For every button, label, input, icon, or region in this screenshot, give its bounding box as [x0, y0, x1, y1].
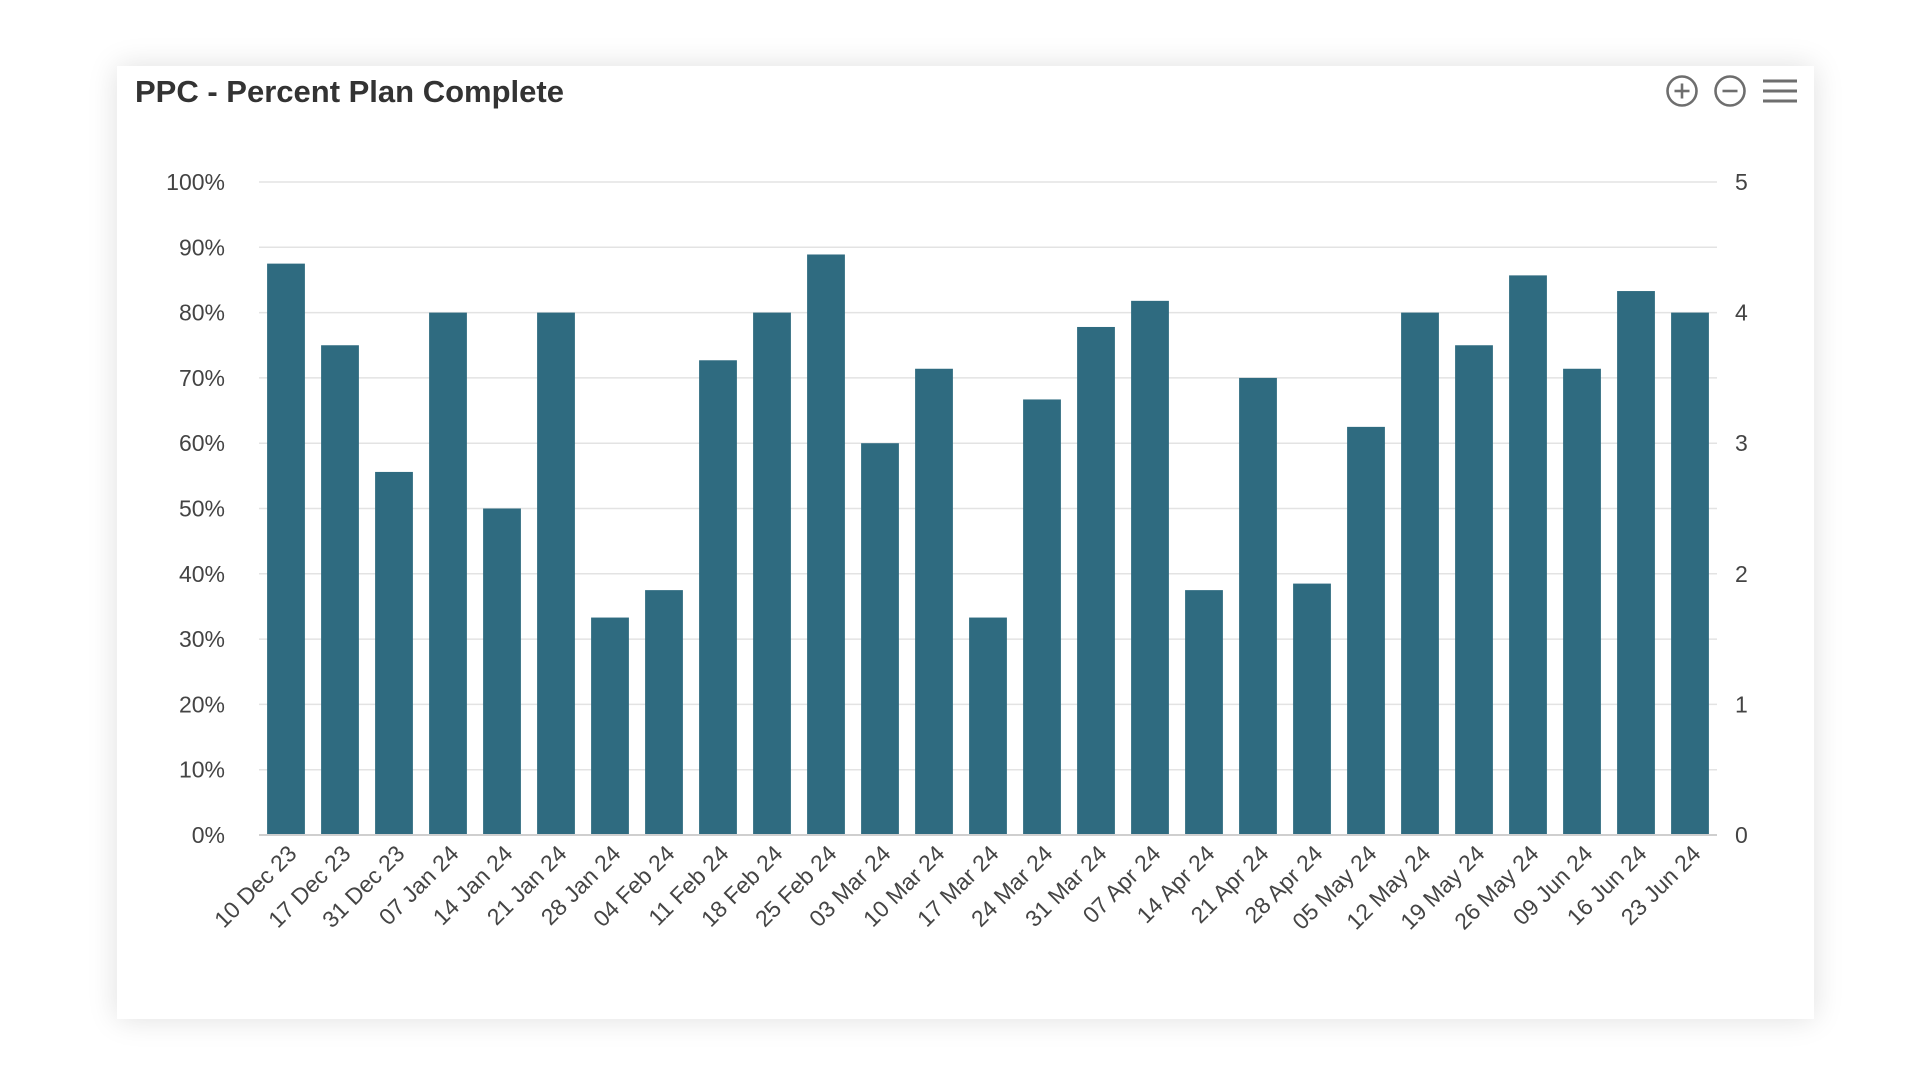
y-axis-tick-label: 10%: [179, 757, 225, 783]
y-axis-tick-label: 70%: [179, 365, 225, 391]
bar-07-apr-24[interactable]: [1131, 300, 1169, 835]
bar-14-apr-24[interactable]: [1185, 590, 1223, 835]
secondary-y-axis-tick-label: 4: [1735, 300, 1748, 326]
y-axis-tick-label: 90%: [179, 234, 225, 260]
y-axis-tick-label: 0%: [192, 822, 225, 848]
secondary-y-axis-tick-labels: 0 1 2 3 4 5: [1735, 169, 1748, 848]
chart-svg: 0% 10% 20% 30% 40% 50% 60% 70% 80% 90% 100% 0 1 2 3 4 5…: [166, 169, 1748, 934]
y-axis-tick-label: 30%: [179, 626, 225, 652]
bar-18-feb-24[interactable]: [753, 312, 791, 836]
bar-31-mar-24[interactable]: [1077, 326, 1115, 835]
bar-07-jan-24[interactable]: [429, 312, 467, 836]
chart-toolbar: [1664, 72, 1800, 110]
zoom-out-button[interactable]: [1712, 73, 1748, 109]
y-axis-tick-label: 50%: [179, 496, 225, 522]
bar-17-dec-23[interactable]: [321, 345, 359, 835]
y-axis-tick-label: 100%: [166, 169, 225, 195]
bar-23-jun-24[interactable]: [1671, 312, 1709, 836]
bar-10-mar-24[interactable]: [915, 368, 953, 835]
y-axis-tick-label: 20%: [179, 691, 225, 717]
y-axis-tick-label: 80%: [179, 300, 225, 326]
y-axis-tick-labels: 0% 10% 20% 30% 40% 50% 60% 70% 80% 90% 100%: [166, 169, 225, 848]
bar-26-may-24[interactable]: [1509, 275, 1547, 835]
bar-04-feb-24[interactable]: [645, 590, 683, 835]
bar-19-may-24[interactable]: [1455, 345, 1493, 835]
bar-03-mar-24[interactable]: [861, 443, 899, 835]
secondary-y-axis-tick-label: 5: [1735, 169, 1748, 195]
hamburger-menu-icon: [1763, 79, 1797, 103]
plus-circle-icon: [1666, 75, 1698, 107]
menu-button[interactable]: [1760, 73, 1800, 109]
minus-circle-icon: [1714, 75, 1746, 107]
bar-09-jun-24[interactable]: [1563, 368, 1601, 835]
bar-25-feb-24[interactable]: [807, 254, 845, 835]
bar-10-dec-23[interactable]: [267, 263, 305, 835]
bar-14-jan-24[interactable]: [483, 508, 521, 836]
secondary-y-axis-tick-label: 2: [1735, 561, 1748, 587]
chart-card: 0% 10% 20% 30% 40% 50% 60% 70% 80% 90% 100% 0 1 2 3 4 5…: [117, 66, 1814, 1019]
bar-31-dec-23[interactable]: [375, 471, 413, 835]
bars: [267, 254, 1709, 836]
y-axis-tick-label: 40%: [179, 561, 225, 587]
secondary-y-axis-tick-label: 0: [1735, 822, 1748, 848]
secondary-y-axis-tick-label: 1: [1735, 691, 1748, 717]
bar-05-may-24[interactable]: [1347, 426, 1385, 835]
y-axis-tick-label: 60%: [179, 430, 225, 456]
bar-28-jan-24[interactable]: [591, 617, 629, 835]
secondary-y-axis-tick-label: 3: [1735, 430, 1748, 456]
bar-24-mar-24[interactable]: [1023, 399, 1061, 835]
bar-12-may-24[interactable]: [1401, 312, 1439, 836]
bar-11-feb-24[interactable]: [699, 360, 737, 835]
bar-21-apr-24[interactable]: [1239, 377, 1277, 835]
zoom-in-button[interactable]: [1664, 73, 1700, 109]
chart-title: PPC - Percent Plan Complete: [135, 74, 564, 109]
bar-17-mar-24[interactable]: [969, 617, 1007, 835]
bar-21-jan-24[interactable]: [537, 312, 575, 836]
bar-16-jun-24[interactable]: [1617, 291, 1655, 835]
bar-28-apr-24[interactable]: [1293, 583, 1331, 835]
